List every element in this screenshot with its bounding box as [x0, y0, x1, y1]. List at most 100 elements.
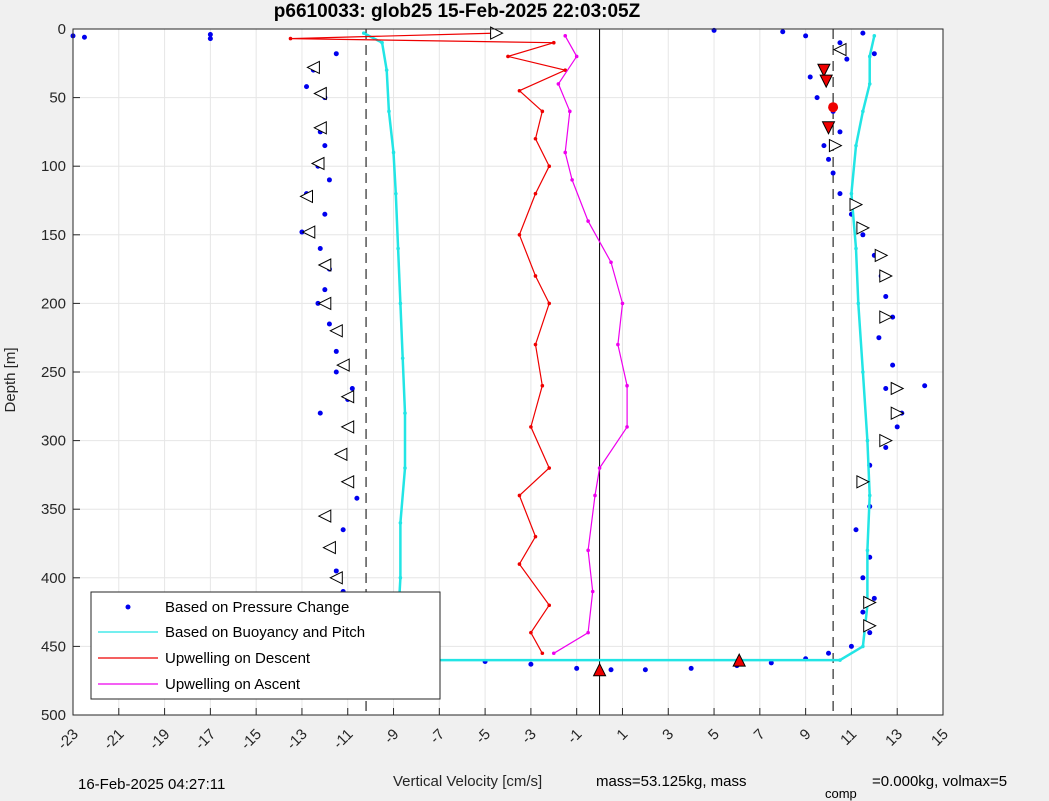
series-point-descent — [529, 630, 533, 635]
series-point-descent — [551, 40, 556, 45]
marker-triangle-left — [317, 296, 332, 311]
series-point-descent — [547, 603, 552, 608]
series-point-pressure — [322, 211, 328, 217]
marker-triangle-down — [821, 121, 836, 135]
x-tick-label: 11 — [837, 726, 860, 749]
series-point-buoyancy — [854, 143, 858, 148]
series-point-pressure — [333, 348, 339, 354]
y-tick-label: 350 — [41, 501, 66, 518]
series-point-buoyancy — [400, 356, 405, 361]
series-point-descent — [517, 88, 522, 93]
series-point-pressure — [207, 31, 213, 37]
legend: Based on Pressure Change Based on Buoyan… — [90, 591, 441, 700]
series-point-ascent — [590, 589, 595, 594]
series-point-buoyancy — [865, 548, 870, 553]
series-point-descent — [517, 493, 522, 498]
series-line-ascent — [553, 35, 628, 654]
series-point-ascent — [563, 150, 568, 155]
marker-triangle-right — [890, 406, 905, 421]
marker-triangle-up — [732, 652, 747, 667]
legend-swatch-pressure — [125, 604, 131, 610]
series-point-pressure — [883, 294, 889, 300]
series-point-ascent — [556, 82, 561, 86]
series-point-pressure — [207, 36, 213, 42]
y-tick-label: 450 — [41, 638, 66, 655]
series-point-buoyancy — [396, 246, 400, 251]
legend-box — [90, 591, 441, 700]
series-point-buoyancy — [398, 301, 403, 306]
marker-triangle-left — [313, 86, 327, 101]
y-tick-label: 150 — [41, 227, 66, 244]
marker-triangle-left — [329, 323, 343, 338]
series-point-pressure — [317, 410, 323, 416]
series-point-buoyancy — [867, 82, 872, 86]
series-point-pressure — [821, 143, 827, 149]
series-point-pressure — [826, 156, 832, 162]
series-point-pressure — [826, 650, 832, 656]
marker-triangle-right — [863, 595, 877, 610]
marker-triangle-left — [832, 42, 847, 57]
legend-label-pressure: Based on Pressure Change — [165, 599, 349, 616]
y-tick-label: 300 — [41, 433, 66, 450]
x-tick-label: -13 — [283, 726, 310, 753]
series-point-buoyancy — [391, 150, 396, 155]
marker-triangle-right — [849, 197, 864, 212]
series-point-pressure — [608, 667, 614, 673]
series-point-pressure — [528, 661, 534, 667]
series-point-buoyancy — [384, 68, 389, 72]
series-point-pressure — [326, 321, 332, 327]
y-axis-ticks: 0 50 100 150 200 250 300 350 400 450 500 — [41, 21, 80, 724]
x-tick-label: -9 — [381, 726, 402, 747]
x-tick-label: -21 — [100, 726, 127, 753]
marker-triangle-left — [340, 474, 355, 489]
series-point-buoyancy — [394, 191, 398, 196]
marker-triangle-left — [310, 156, 325, 171]
x-tick-label: 3 — [659, 726, 677, 744]
series-point-buoyancy — [849, 191, 854, 196]
series-point-buoyancy — [403, 466, 407, 470]
series-point-pressure — [860, 609, 866, 615]
marker-triangle-left — [306, 60, 320, 75]
marker-triangle-left — [317, 509, 332, 523]
series-point-pressure — [890, 362, 896, 368]
marker-triangle-right — [828, 138, 843, 153]
series-point-pressure — [803, 33, 809, 39]
series-point-buoyancy — [398, 521, 403, 525]
marker-triangle-right — [879, 433, 893, 448]
series-point-ascent — [563, 34, 568, 38]
series-point-pressure — [830, 170, 836, 176]
series-point-descent — [540, 651, 545, 656]
series-point-pressure — [642, 667, 648, 673]
footer-mass: mass=53.125kg, mass — [596, 773, 747, 790]
marker-triangle-left — [336, 358, 350, 372]
x-tick-label: 5 — [705, 726, 723, 744]
series-point-descent — [563, 68, 568, 72]
series-point-descent — [533, 191, 538, 196]
x-tick-label: 15 — [928, 726, 952, 750]
series-point-pressure — [340, 527, 346, 533]
series-point-pressure — [317, 246, 323, 252]
series-point-pressure — [326, 177, 332, 183]
series-point-ascent — [568, 109, 572, 114]
series-point-ascent — [551, 651, 556, 656]
series-point-pressure — [837, 191, 843, 197]
series-point-descent — [540, 109, 545, 114]
series-point-buoyancy — [861, 370, 865, 374]
series-point-ascent — [593, 493, 597, 498]
x-tick-label: 1 — [613, 726, 631, 744]
series-line-buoyancy — [363, 31, 876, 662]
series-point-buoyancy — [861, 644, 865, 649]
x-tick-label: -23 — [54, 726, 81, 753]
series-point-pressure — [780, 29, 786, 35]
y-tick-label: 400 — [41, 570, 66, 587]
series-point-buoyancy — [403, 411, 407, 415]
footer-subscript: comp — [825, 786, 857, 801]
series-point-ascent — [620, 301, 625, 306]
marker-triangle-left — [313, 120, 327, 135]
x-tick-label: -3 — [518, 726, 539, 747]
series-point-pressure — [333, 369, 339, 375]
series-point-pressure — [860, 232, 866, 238]
series-point-pressure — [860, 575, 866, 581]
y-tick-label: 50 — [49, 90, 66, 107]
